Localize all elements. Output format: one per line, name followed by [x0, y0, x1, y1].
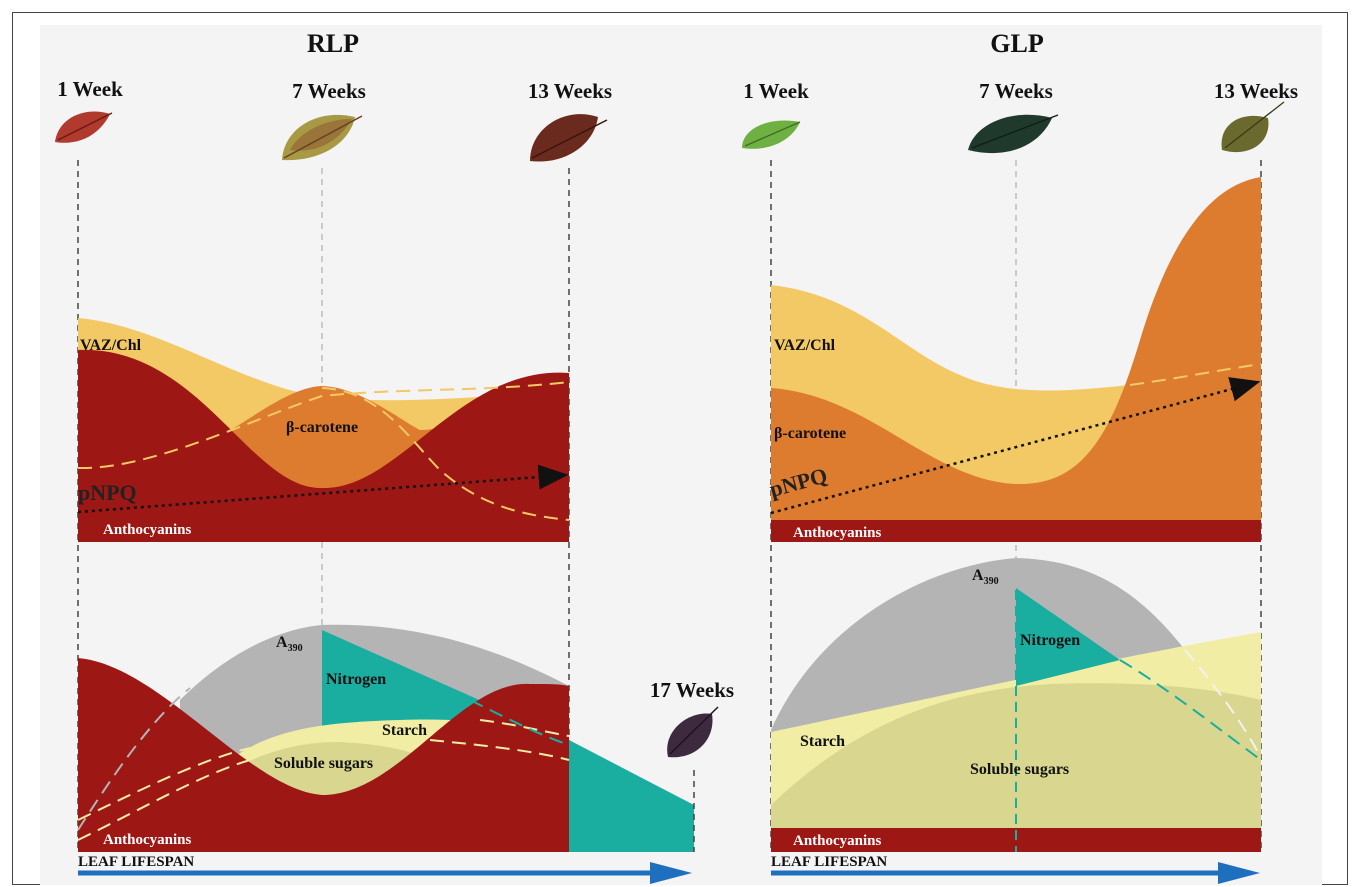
rlp-panel: RLP 1 Week 7 Weeks 13 Weeks VAZ/Chl β	[55, 29, 734, 884]
rlp-vaz-trend-line	[77, 381, 570, 470]
rlp-lifespan-arrow-head	[650, 862, 692, 884]
glp-week-1-label: 1 Week	[743, 79, 809, 103]
rlp-sugars-trend-right	[429, 739, 570, 761]
rlp-pnpq-label: pNPQ	[78, 480, 137, 505]
leaf-yellow-green-icon	[282, 114, 363, 161]
glp-carotene-label: β-carotene	[774, 425, 846, 442]
leaf-light-green-icon	[742, 120, 801, 149]
rlp-week-7-label: 7 Weeks	[292, 79, 366, 103]
glp-nitrogen-area	[1016, 588, 1120, 686]
glp-pnpq-arrow	[770, 377, 1261, 515]
glp-nitrogen-label: Nitrogen	[1020, 632, 1080, 649]
rlp-anthocyanins-bottom-label: Anthocyanins	[103, 832, 192, 848]
rlp-week-13-label: 13 Weeks	[528, 79, 612, 103]
glp-a390-label: A390	[972, 567, 999, 587]
rlp-nitrogen-extension	[569, 740, 694, 852]
glp-vaz-label: VAZ/Chl	[774, 337, 836, 354]
glp-title: GLP	[990, 29, 1044, 58]
rlp-a390-label: A390	[276, 634, 303, 654]
glp-sugars-label: Soluble sugars	[970, 761, 1069, 778]
glp-week-7-label: 7 Weeks	[979, 79, 1053, 103]
glp-carotene-area	[771, 177, 1261, 542]
glp-anthocyanins-bottom-label: Anthocyanins	[793, 833, 882, 849]
leaf-olive-icon	[1221, 101, 1285, 153]
rlp-anthocyanin-area	[78, 349, 569, 542]
rlp-sugars-label: Soluble sugars	[274, 755, 373, 772]
rlp-title: RLP	[307, 29, 359, 58]
leaf-dark-green-icon	[968, 114, 1059, 154]
rlp-anthocyanins-top-label: Anthocyanins	[103, 522, 192, 538]
rlp-anthocyanin-bottom-area	[78, 658, 569, 852]
glp-vaz-trend-line	[1129, 363, 1262, 386]
rlp-lifespan-label: LEAF LIFESPAN	[78, 854, 194, 870]
rlp-week-1-label: 1 Week	[57, 77, 123, 101]
leaf-red-icon	[55, 111, 113, 143]
glp-panel: GLP 1 Week 7 Weeks 13 Weeks VAZ/Chl β-ca…	[742, 29, 1298, 884]
glp-a390-trend-line	[1184, 649, 1259, 753]
rlp-a390-trend-line	[77, 687, 191, 831]
rlp-nitrogen-trend-line	[469, 699, 570, 746]
rlp-starch-label: Starch	[382, 722, 427, 739]
glp-starch-label: Starch	[800, 733, 845, 750]
rlp-carotene-trend-line	[321, 387, 570, 521]
glp-nitrogen-trend-line	[1119, 659, 1262, 761]
rlp-vaz-label: VAZ/Chl	[80, 337, 142, 354]
rlp-sugars-trend-line	[77, 759, 251, 841]
rlp-pnpq-arrow	[77, 464, 569, 514]
rlp-starch-trend-line	[77, 747, 251, 821]
glp-lifespan-label: LEAF LIFESPAN	[771, 854, 887, 870]
glp-anthocyanin-bar	[771, 520, 1261, 542]
glp-anthocyanins-top-label: Anthocyanins	[793, 525, 882, 541]
glp-lifespan-arrow-head	[1218, 862, 1260, 884]
rlp-nitrogen-label: Nitrogen	[326, 671, 386, 688]
rlp-week-17-label: 17 Weeks	[650, 678, 734, 702]
leaf-purple-icon	[667, 706, 719, 758]
rlp-carotene-label: β-carotene	[286, 419, 358, 436]
leaf-dark-red-icon	[530, 114, 608, 162]
glp-week-13-label: 13 Weeks	[1214, 79, 1298, 103]
